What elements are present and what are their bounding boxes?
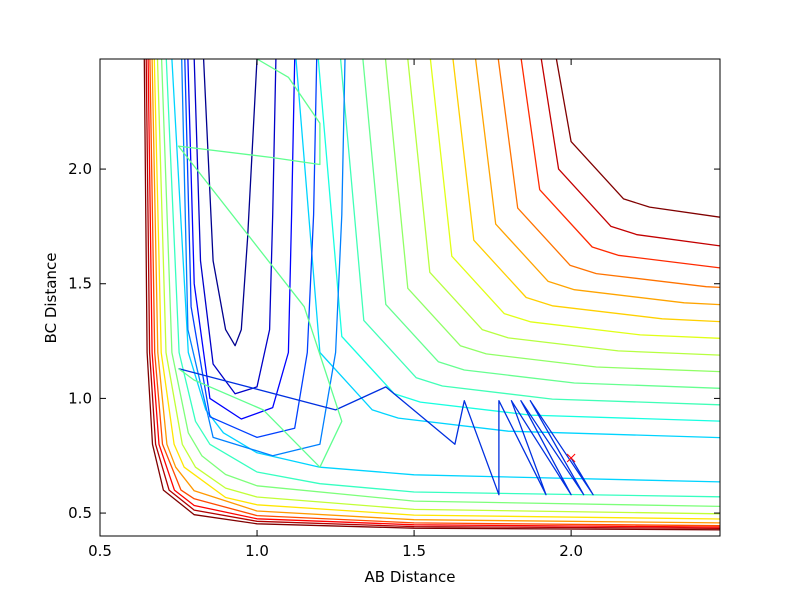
contour-line [147,59,720,528]
y-tick-label: 1.0 [68,389,92,407]
x-tick-label: 1.5 [402,542,426,560]
y-axis-label: BC Distance [42,253,60,344]
x-axis-label: AB Distance [365,568,456,586]
axes: 0.5 1.0 1.5 2.0 0.5 1.0 1.5 2.0 [68,59,720,560]
trajectory [177,59,343,468]
contour-line [295,59,720,439]
x-tick-label: 2.0 [559,542,583,560]
contour-line [171,59,720,483]
axes-frame [99,58,721,537]
contour-line [143,59,720,531]
contour-line [153,59,720,520]
contour-line [540,59,720,247]
contour-line [339,59,720,406]
trajectory [178,367,594,496]
contour-line [160,59,720,508]
contour-line [384,59,720,373]
contour-line [202,59,258,347]
contour-line [184,59,318,439]
contour-line [555,59,720,218]
contour-line [497,59,720,289]
y-tick-label: 1.5 [68,275,92,293]
contour-line [151,59,720,524]
x-tick-label: 1.0 [245,542,269,560]
y-tick-label: 2.0 [68,160,92,178]
start-marker [566,453,576,463]
contour-line [362,59,720,389]
contour-line [452,59,720,323]
contour-line [187,59,296,420]
contour-line [156,59,720,515]
contour-line [181,59,346,457]
contour-line [193,59,277,395]
contour-line [474,59,720,306]
contour-line [520,59,720,269]
contour-line [429,59,720,339]
x-tick-label: 0.5 [88,542,112,560]
contour-line [145,59,720,530]
contour-line [407,59,720,356]
contour-line [149,59,720,527]
plot-area [143,59,720,531]
y-tick-label: 0.5 [68,504,92,522]
contour-line [165,59,720,498]
